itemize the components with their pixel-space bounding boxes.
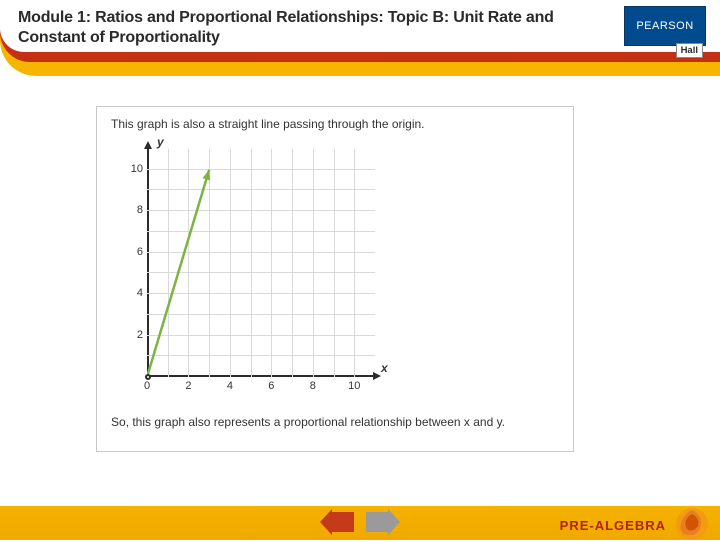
y-tick-label: 10 bbox=[123, 163, 143, 175]
arrow-left-icon bbox=[320, 509, 354, 535]
publisher-logo: PEARSON Hall bbox=[624, 6, 706, 46]
gridline-horizontal bbox=[147, 231, 375, 232]
gridline-vertical bbox=[230, 149, 231, 377]
graph-container: y x 0 2 4 6 8 10 2 4 6 8 10 bbox=[115, 137, 395, 407]
gridline-horizontal bbox=[147, 252, 375, 253]
gridline-horizontal bbox=[147, 272, 375, 273]
gridline-vertical bbox=[354, 149, 355, 377]
gridline-horizontal bbox=[147, 335, 375, 336]
y-axis-label: y bbox=[157, 135, 164, 149]
footer-swirl-icon bbox=[674, 506, 710, 542]
x-tick-label: 10 bbox=[344, 380, 364, 392]
gridline-horizontal bbox=[147, 314, 375, 315]
x-axis-arrow-icon bbox=[373, 372, 381, 380]
subject-label: PRE-ALGEBRA bbox=[560, 518, 666, 533]
x-tick-label: 4 bbox=[220, 380, 240, 392]
gridline-horizontal bbox=[147, 189, 375, 190]
publisher-name: PEARSON bbox=[636, 20, 693, 32]
plot-area bbox=[147, 149, 375, 377]
prev-button[interactable] bbox=[317, 504, 357, 540]
y-tick-label: 4 bbox=[123, 287, 143, 299]
graph-caption-top: This graph is also a straight line passi… bbox=[111, 117, 559, 131]
next-button[interactable] bbox=[363, 504, 403, 540]
y-tick-label: 8 bbox=[123, 204, 143, 216]
x-tick-label: 8 bbox=[303, 380, 323, 392]
y-tick-label: 2 bbox=[123, 329, 143, 341]
footer-bar: PRE-ALGEBRA bbox=[0, 506, 720, 540]
gridline-vertical bbox=[188, 149, 189, 377]
gridline-horizontal bbox=[147, 210, 375, 211]
arrow-right-icon bbox=[366, 509, 400, 535]
x-axis bbox=[147, 375, 375, 377]
content-panel: This graph is also a straight line passi… bbox=[96, 106, 574, 452]
gridline-vertical bbox=[334, 149, 335, 377]
y-axis bbox=[147, 145, 149, 377]
gridline-horizontal bbox=[147, 169, 375, 170]
origin-label: 0 bbox=[137, 380, 157, 392]
gridline-vertical bbox=[313, 149, 314, 377]
gridline-horizontal bbox=[147, 293, 375, 294]
x-tick-label: 2 bbox=[178, 380, 198, 392]
y-axis-arrow-icon bbox=[144, 141, 152, 149]
header-band: Module 1: Ratios and Proportional Relati… bbox=[0, 0, 720, 76]
gridline-vertical bbox=[271, 149, 272, 377]
module-title: Module 1: Ratios and Proportional Relati… bbox=[18, 8, 610, 48]
nav-arrows bbox=[317, 504, 403, 540]
publisher-hall-badge: Hall bbox=[676, 43, 703, 58]
gridline-vertical bbox=[168, 149, 169, 377]
x-axis-label: x bbox=[381, 361, 388, 375]
y-tick-label: 6 bbox=[123, 246, 143, 258]
gridline-vertical bbox=[292, 149, 293, 377]
gridline-vertical bbox=[209, 149, 210, 377]
graph-caption-bottom: So, this graph also represents a proport… bbox=[111, 415, 559, 429]
x-tick-label: 6 bbox=[261, 380, 281, 392]
gridline-vertical bbox=[251, 149, 252, 377]
gridline-horizontal bbox=[147, 355, 375, 356]
